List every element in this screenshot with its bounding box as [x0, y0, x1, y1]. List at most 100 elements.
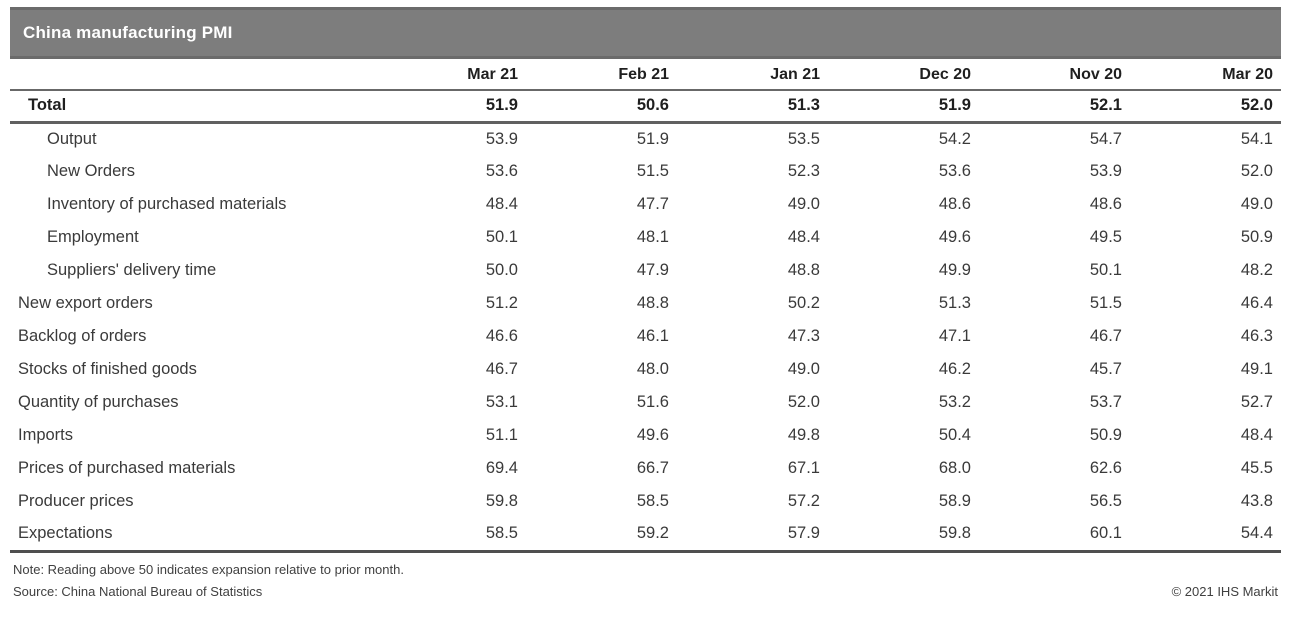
row-label: Imports [18, 426, 74, 444]
cell-value: 51.3 [938, 294, 971, 312]
footer-source: Source: China National Bureau of Statist… [13, 583, 263, 599]
cell-value: 51.9 [828, 90, 979, 124]
cell-value: 52.0 [1240, 162, 1273, 180]
cell-value: 47.1 [938, 327, 971, 345]
cell-value: 51.3 [677, 90, 828, 124]
table-row: Inventory of purchased materials 48.4 47.7… [10, 188, 1281, 221]
cell-value: 51.9 [636, 129, 669, 148]
row-label: Producer prices [18, 492, 134, 510]
cell-value: 51.2 [485, 294, 518, 312]
table-row: Suppliers' delivery time 50.0 47.9 48.8 49.9… [10, 254, 1281, 287]
cell-value: 48.4 [787, 228, 820, 246]
cell-value: 52.0 [1130, 90, 1281, 124]
table-body: Total 51.9 50.6 51.3 51.9 52.1 52.0 Output 53.9 5… [10, 90, 1281, 553]
cell-value: 53.2 [938, 393, 971, 411]
column-header: Feb 21 [526, 59, 677, 91]
cell-value: 48.4 [1240, 426, 1273, 444]
table-row: New export orders 51.2 48.8 50.2 51.3 51.5 46.… [10, 287, 1281, 320]
table-row: Total 51.9 50.6 51.3 51.9 52.1 52.0 [10, 90, 1281, 124]
cell-value: 50.1 [1089, 261, 1122, 279]
column-header: Mar 20 [1130, 59, 1281, 91]
cell-value: 58.5 [375, 518, 526, 553]
table-row: Quantity of purchases 53.1 51.6 52.0 53.2 53.… [10, 386, 1281, 419]
row-label: Output [47, 129, 97, 148]
table-row: Employment 50.1 48.1 48.4 49.6 49.5 50.9 [10, 221, 1281, 254]
cell-value: 51.9 [375, 90, 526, 124]
footer-source-row: Source: China National Bureau of Statist… [13, 584, 1278, 599]
cell-value: 57.9 [677, 518, 828, 553]
cell-value: 49.6 [636, 426, 669, 444]
title-bar: China manufacturing PMI [10, 7, 1281, 59]
cell-value: 59.8 [828, 518, 979, 553]
cell-value: 51.5 [1089, 294, 1122, 312]
cell-value: 49.0 [787, 360, 820, 378]
column-header-row: Mar 21 Feb 21 Jan 21 Dec 20 Nov 20 Mar 20 [10, 59, 1281, 91]
table-row: Producer prices 59.8 58.5 57.2 58.9 56.5 43.8 [10, 485, 1281, 518]
cell-value: 48.6 [938, 195, 971, 213]
cell-value: 51.5 [636, 162, 669, 180]
cell-value: 52.1 [979, 90, 1130, 124]
cell-value: 49.0 [787, 195, 820, 213]
table-row: Output 53.9 51.9 53.5 54.2 54.7 54.1 [10, 122, 1281, 155]
cell-value: 58.5 [636, 492, 669, 510]
pmi-report-page: China manufacturing PMI Mar 21 Feb 21 Jan … [0, 7, 1291, 617]
row-label: Suppliers' delivery time [47, 261, 217, 279]
cell-value: 50.9 [1240, 228, 1273, 246]
table-row: Backlog of orders 46.6 46.1 47.3 47.1 46.7 46.… [10, 320, 1281, 353]
column-header: Jan 21 [677, 59, 828, 91]
cell-value: 67.1 [787, 459, 820, 477]
cell-value: 43.8 [1240, 492, 1273, 510]
cell-value: 46.7 [1089, 327, 1122, 345]
table-row: New Orders 53.6 51.5 52.3 53.6 53.9 52.0 [10, 155, 1281, 188]
cell-value: 60.1 [979, 518, 1130, 553]
row-label: New Orders [47, 162, 136, 180]
cell-value: 53.6 [938, 162, 971, 180]
cell-value: 53.1 [485, 393, 518, 411]
cell-value: 48.4 [485, 195, 518, 213]
page-title: China manufacturing PMI [23, 23, 233, 42]
row-label: Employment [47, 228, 139, 246]
cell-value: 50.2 [787, 294, 820, 312]
cell-value: 53.7 [1089, 393, 1122, 411]
footer: Note: Reading above 50 indicates expansi… [13, 562, 1278, 599]
cell-value: 50.0 [485, 261, 518, 279]
cell-value: 51.1 [485, 426, 518, 444]
cell-value: 52.0 [787, 393, 820, 411]
cell-value: 48.8 [787, 261, 820, 279]
cell-value: 56.5 [1089, 492, 1122, 510]
cell-value: 47.3 [787, 327, 820, 345]
table-row: Expectations 58.5 59.2 57.9 59.8 60.1 54.4 [10, 518, 1281, 553]
row-label: Total [10, 90, 375, 124]
cell-value: 53.9 [485, 129, 518, 148]
cell-value: 66.7 [636, 459, 669, 477]
cell-value: 68.0 [938, 459, 971, 477]
row-label: Stocks of finished goods [18, 360, 197, 378]
cell-value: 57.2 [787, 492, 820, 510]
cell-value: 54.4 [1130, 518, 1281, 553]
footer-copyright: © 2021 IHS Markit [1171, 583, 1278, 599]
column-header: Mar 21 [375, 59, 526, 91]
column-header: Nov 20 [979, 59, 1130, 91]
cell-value: 53.6 [485, 162, 518, 180]
cell-value: 48.2 [1240, 261, 1273, 279]
cell-value: 46.6 [485, 327, 518, 345]
cell-value: 50.4 [938, 426, 971, 444]
cell-value: 53.9 [1089, 162, 1122, 180]
cell-value: 54.7 [1089, 129, 1122, 148]
cell-value: 50.1 [485, 228, 518, 246]
table-row: Imports 51.1 49.6 49.8 50.4 50.9 48.4 [10, 419, 1281, 452]
cell-value: 50.9 [1089, 426, 1122, 444]
cell-value: 45.5 [1240, 459, 1273, 477]
cell-value: 59.2 [526, 518, 677, 553]
cell-value: 54.2 [938, 129, 971, 148]
cell-value: 49.5 [1089, 228, 1122, 246]
cell-value: 53.5 [787, 129, 820, 148]
cell-value: 52.3 [787, 162, 820, 180]
cell-value: 47.7 [636, 195, 669, 213]
cell-value: 62.6 [1089, 459, 1122, 477]
table-row: Prices of purchased materials 69.4 66.7 67.… [10, 452, 1281, 485]
cell-value: 46.3 [1240, 327, 1273, 345]
footer-note: Note: Reading above 50 indicates expansi… [13, 561, 404, 577]
cell-value: 54.1 [1240, 129, 1273, 148]
row-label: Backlog of orders [18, 327, 147, 345]
